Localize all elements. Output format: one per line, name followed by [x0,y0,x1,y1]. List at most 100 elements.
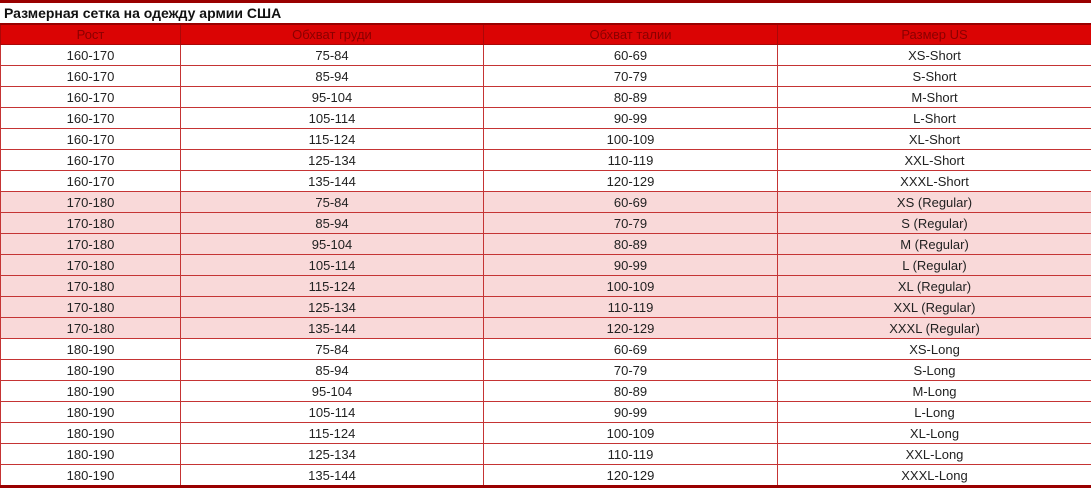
cell-waist: 70-79 [484,360,778,381]
cell-waist: 90-99 [484,255,778,276]
cell-height: 160-170 [1,108,181,129]
cell-height: 170-180 [1,276,181,297]
cell-chest: 125-134 [181,297,484,318]
cell-chest: 75-84 [181,192,484,213]
cell-size: XS (Regular) [778,192,1091,213]
cell-chest: 135-144 [181,318,484,339]
cell-chest: 135-144 [181,465,484,487]
cell-waist: 90-99 [484,402,778,423]
column-header: Размер US [778,24,1091,45]
cell-chest: 105-114 [181,108,484,129]
cell-chest: 95-104 [181,381,484,402]
cell-waist: 90-99 [484,108,778,129]
cell-waist: 120-129 [484,318,778,339]
cell-height: 170-180 [1,192,181,213]
cell-waist: 110-119 [484,297,778,318]
cell-chest: 105-114 [181,255,484,276]
column-header: Рост [1,24,181,45]
cell-height: 180-190 [1,465,181,487]
cell-size: M-Long [778,381,1091,402]
cell-waist: 110-119 [484,150,778,171]
column-header: Обхват груди [181,24,484,45]
cell-height: 160-170 [1,171,181,192]
cell-chest: 75-84 [181,339,484,360]
cell-size: XL-Short [778,129,1091,150]
cell-chest: 135-144 [181,171,484,192]
cell-size: S (Regular) [778,213,1091,234]
cell-waist: 110-119 [484,444,778,465]
cell-chest: 125-134 [181,444,484,465]
cell-waist: 100-109 [484,423,778,444]
cell-size: S-Short [778,66,1091,87]
cell-height: 180-190 [1,423,181,444]
cell-chest: 115-124 [181,129,484,150]
cell-size: M (Regular) [778,234,1091,255]
cell-waist: 60-69 [484,192,778,213]
cell-chest: 115-124 [181,423,484,444]
cell-waist: 120-129 [484,465,778,487]
cell-size: XS-Long [778,339,1091,360]
cell-waist: 100-109 [484,276,778,297]
cell-height: 160-170 [1,87,181,108]
cell-size: XS-Short [778,45,1091,66]
cell-size: XL-Long [778,423,1091,444]
cell-height: 170-180 [1,297,181,318]
cell-size: L-Short [778,108,1091,129]
cell-size: XXXL (Regular) [778,318,1091,339]
cell-chest: 95-104 [181,234,484,255]
cell-waist: 70-79 [484,213,778,234]
cell-waist: 80-89 [484,87,778,108]
cell-waist: 60-69 [484,339,778,360]
cell-size: XXL-Short [778,150,1091,171]
cell-chest: 105-114 [181,402,484,423]
cell-waist: 70-79 [484,66,778,87]
cell-size: XXL-Long [778,444,1091,465]
cell-waist: 80-89 [484,234,778,255]
cell-chest: 95-104 [181,87,484,108]
cell-size: XXXL-Long [778,465,1091,487]
cell-chest: 125-134 [181,150,484,171]
cell-height: 170-180 [1,234,181,255]
cell-waist: 120-129 [484,171,778,192]
cell-height: 160-170 [1,66,181,87]
page-title: Размерная сетка на одежду армии США [0,3,1091,23]
cell-waist: 100-109 [484,129,778,150]
cell-height: 180-190 [1,360,181,381]
cell-chest: 85-94 [181,213,484,234]
cell-height: 180-190 [1,402,181,423]
cell-height: 170-180 [1,255,181,276]
column-header: Обхват талии [484,24,778,45]
cell-height: 170-180 [1,318,181,339]
cell-height: 180-190 [1,339,181,360]
cell-size: XXL (Regular) [778,297,1091,318]
cell-chest: 85-94 [181,66,484,87]
cell-chest: 115-124 [181,276,484,297]
cell-height: 180-190 [1,444,181,465]
cell-chest: 75-84 [181,45,484,66]
cell-size: XXXL-Short [778,171,1091,192]
cell-height: 160-170 [1,45,181,66]
